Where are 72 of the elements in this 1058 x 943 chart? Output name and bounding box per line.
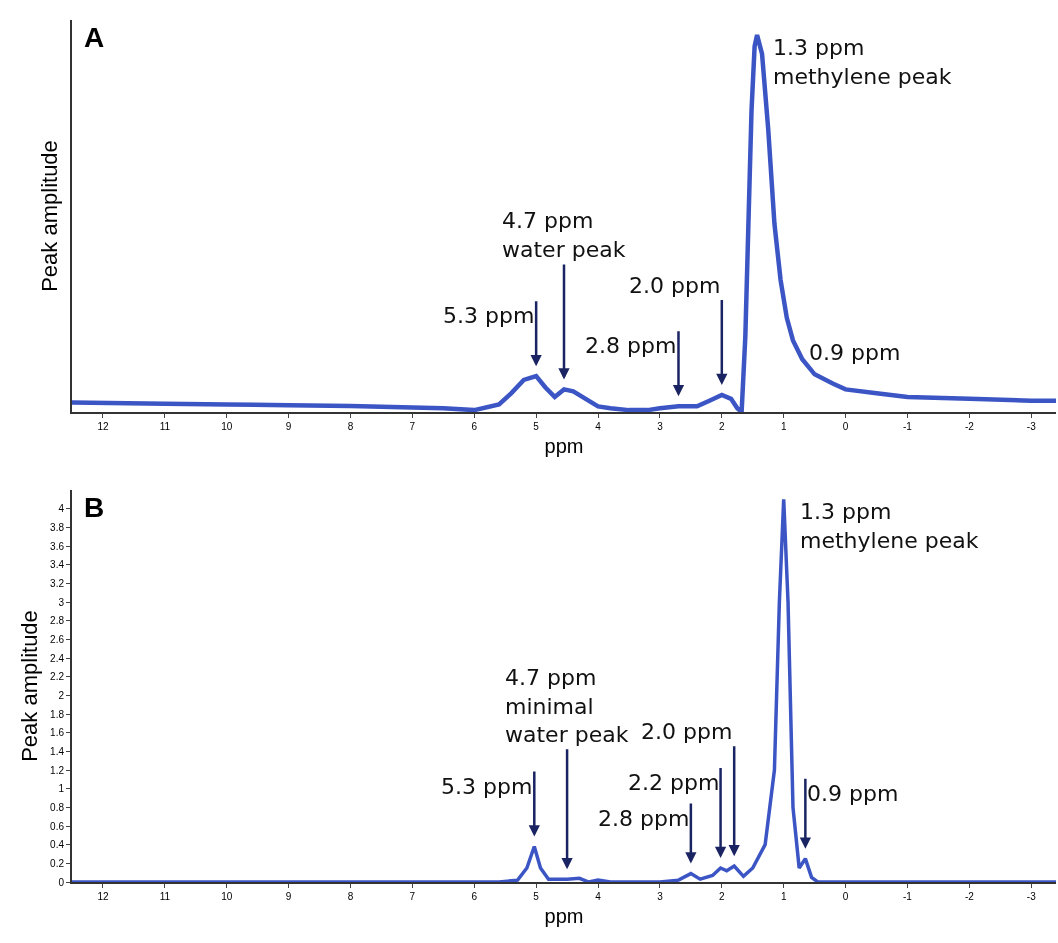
y-tick-label: 2.2 <box>50 671 65 683</box>
x-tick-label: 5 <box>533 891 540 902</box>
x-tick-label: 12 <box>97 421 109 432</box>
x-tick-label: 5 <box>533 421 540 432</box>
y-tick-label: 1 <box>58 783 65 795</box>
x-tick-label: 0 <box>842 891 849 902</box>
x-tick-label: -3 <box>1026 421 1037 432</box>
annotation: 2.8 ppm <box>598 806 690 831</box>
x-tick-label: 6 <box>471 891 478 902</box>
y-tick-label: 0 <box>58 876 65 888</box>
x-tick-label: 3 <box>657 891 664 902</box>
y-tick-label: 0.8 <box>50 801 65 813</box>
y-tick-label: 1.8 <box>50 708 65 720</box>
annotation: 2.0 ppm <box>641 719 733 744</box>
annotation: 4.7 ppm water peak <box>502 208 626 262</box>
annotation: 0.9 ppm <box>807 781 899 806</box>
x-tick-label: 1 <box>780 891 787 902</box>
annotation: 1.3 ppm methylene peak <box>773 35 952 89</box>
y-tick-label: 0.6 <box>50 820 65 832</box>
y-tick-label: 1.6 <box>50 727 65 739</box>
y-tick-label: 4 <box>58 503 65 515</box>
x-tick-label: 10 <box>221 891 233 902</box>
chart-title: B <box>84 492 105 523</box>
annotation: 0.9 ppm <box>809 340 901 365</box>
annotation: 2.8 ppm <box>585 333 677 358</box>
x-tick-label: 4 <box>595 421 602 432</box>
x-tick-label: -1 <box>903 421 913 432</box>
x-tick-label: 2 <box>719 421 726 432</box>
chart-title: A <box>84 22 105 53</box>
x-axis-title: ppm <box>544 905 584 927</box>
x-axis-title: ppm <box>544 435 584 457</box>
y-axis-title: Peak amplitude <box>37 140 63 292</box>
x-tick-label: 6 <box>471 421 478 432</box>
x-tick-label: 0 <box>842 421 849 432</box>
y-tick-label: 3.6 <box>50 540 65 552</box>
annotation: 2.2 ppm <box>628 770 720 795</box>
x-tick-label: -3 <box>1026 891 1037 902</box>
x-tick-label: 9 <box>285 891 292 902</box>
y-tick-label: 3.2 <box>50 577 65 589</box>
x-tick-label: 8 <box>347 421 354 432</box>
x-tick-label: 3 <box>657 421 664 432</box>
y-tick-label: 2.8 <box>50 615 65 627</box>
y-tick-label: 2 <box>58 689 65 701</box>
x-tick-label: 11 <box>159 421 171 432</box>
x-tick-label: 4 <box>595 891 602 902</box>
annotation: 2.0 ppm <box>629 273 721 298</box>
x-tick-label: 8 <box>347 891 354 902</box>
y-tick-label: 0.2 <box>50 857 65 869</box>
y-axis-title: Peak amplitude <box>17 610 43 762</box>
annotation: 4.7 ppm minimal water peak <box>505 665 629 748</box>
x-tick-label: 7 <box>409 891 416 902</box>
x-tick-label: 1 <box>780 421 787 432</box>
x-tick-label: 10 <box>221 421 233 432</box>
y-tick-label: 1.2 <box>50 764 65 776</box>
x-tick-label: 9 <box>285 421 292 432</box>
x-tick-label: 7 <box>409 421 416 432</box>
y-tick-label: 2.4 <box>50 652 65 664</box>
y-tick-label: 3 <box>58 596 65 608</box>
annotation: 1.3 ppm methylene peak <box>800 499 979 553</box>
y-tick-label: 1.4 <box>50 745 65 757</box>
y-tick-label: 0.4 <box>50 839 65 851</box>
annotation: 5.3 ppm <box>441 774 533 799</box>
x-tick-label: -1 <box>903 891 913 902</box>
annotation: 5.3 ppm <box>443 303 535 328</box>
x-tick-label: -2 <box>964 891 975 902</box>
x-tick-label: -2 <box>964 421 975 432</box>
y-tick-label: 2.6 <box>50 633 65 645</box>
x-tick-label: 2 <box>719 891 726 902</box>
x-tick-label: 12 <box>97 891 109 902</box>
y-tick-label: 3.4 <box>50 559 65 571</box>
y-tick-label: 3.8 <box>50 521 65 533</box>
x-tick-label: 11 <box>159 891 171 902</box>
